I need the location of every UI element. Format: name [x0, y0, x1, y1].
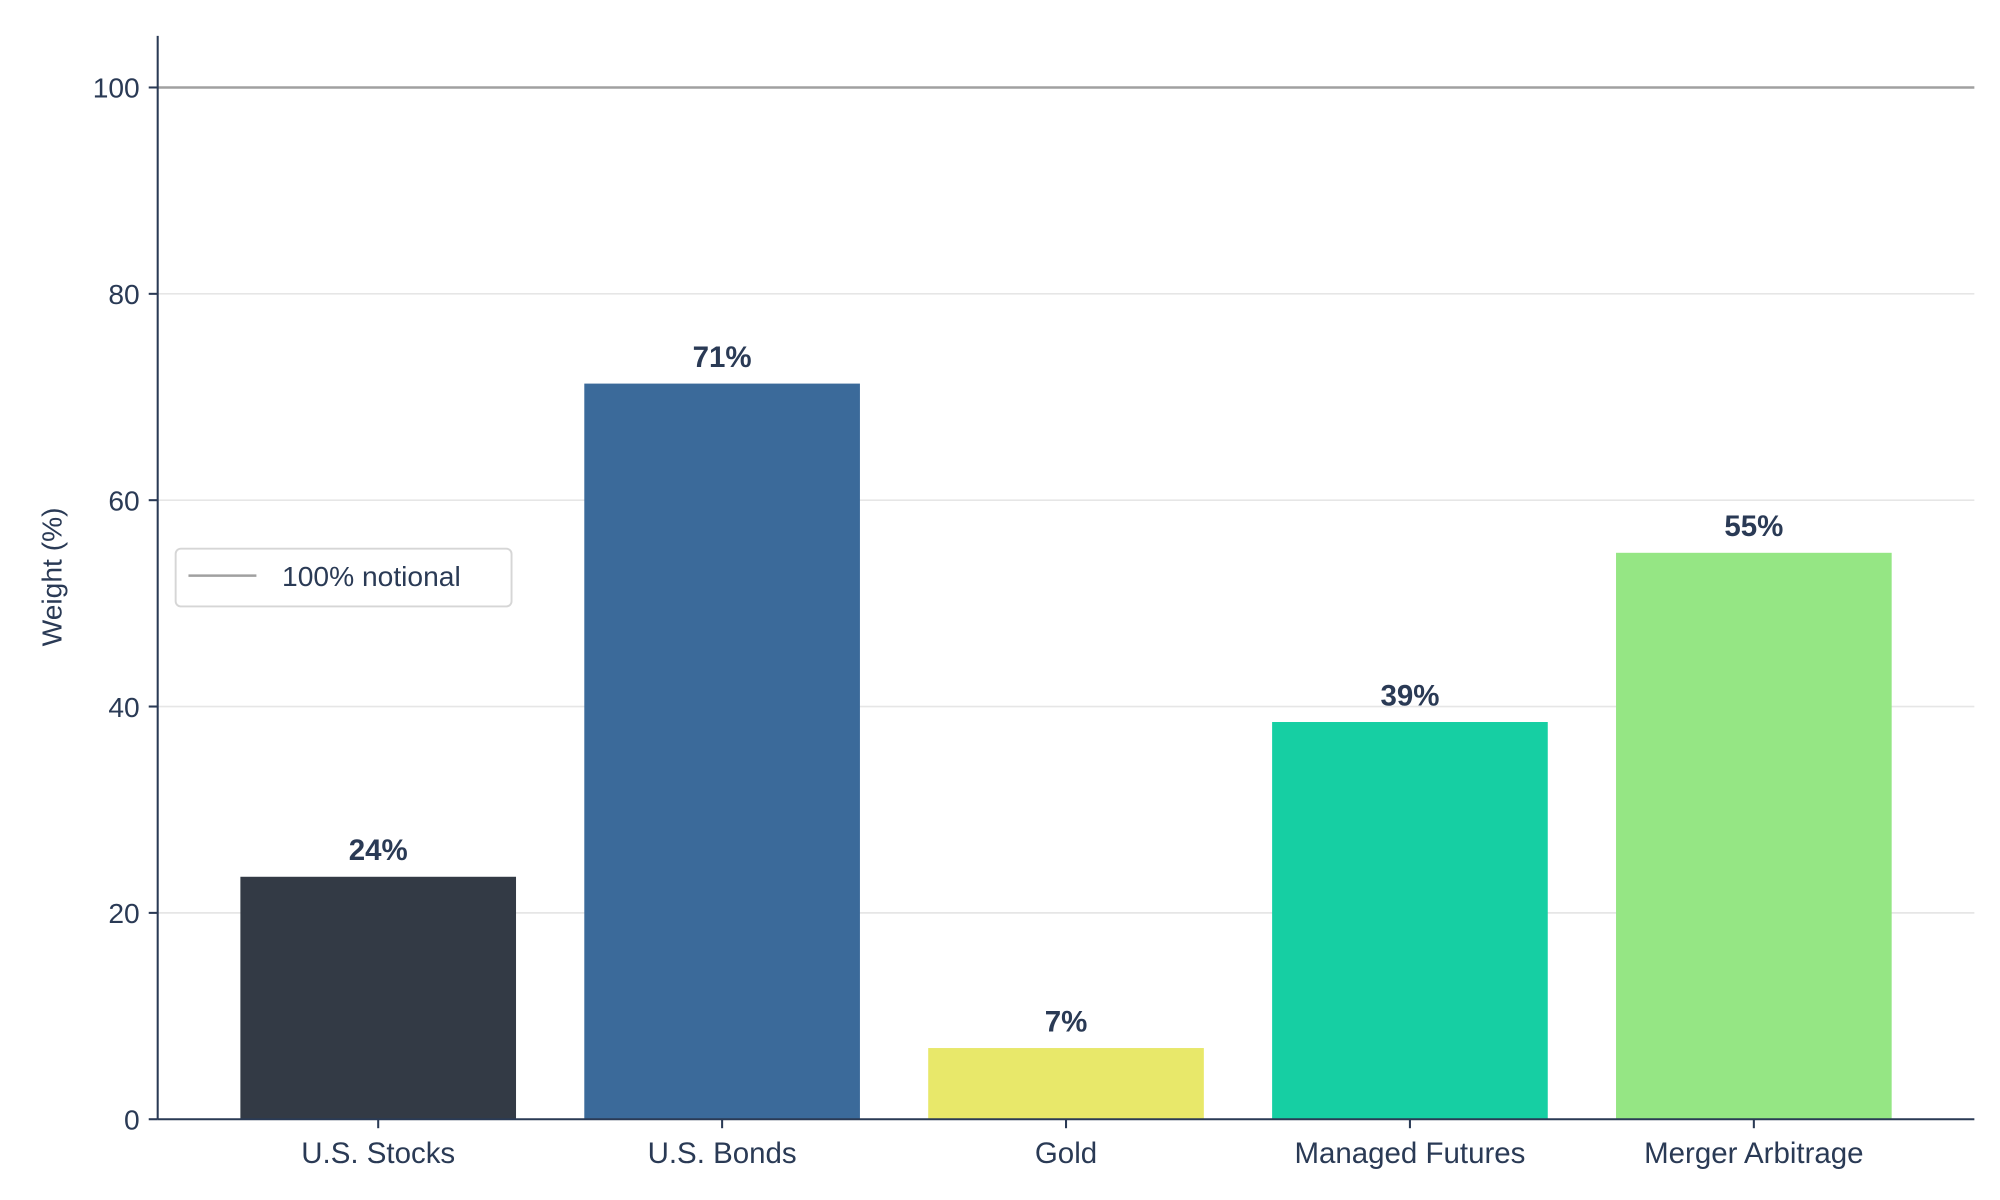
legend: 100% notional	[174, 547, 513, 608]
y-tick-label: 40	[108, 691, 139, 723]
y-tick-label: 20	[108, 897, 139, 929]
y-tick-label: 0	[124, 1103, 140, 1135]
bar-u-s-bonds	[584, 383, 860, 1120]
x-tick-label: U.S. Stocks	[301, 1137, 455, 1170]
data-labels: 24% 71% 7% 39% 55%	[349, 341, 1784, 1038]
data-label: 55%	[1724, 510, 1783, 543]
data-label: 7%	[1045, 1005, 1088, 1038]
x-tick-label: Merger Arbitrage	[1644, 1137, 1863, 1170]
y-tick-label: 100	[93, 72, 140, 104]
legend-box	[174, 547, 513, 608]
bar-merger-arbitrage	[1616, 552, 1892, 1120]
x-ticks: U.S. Stocks U.S. Bonds Gold Managed Futures…	[301, 1119, 1864, 1170]
x-tick-label: Gold	[1035, 1137, 1097, 1170]
bars	[240, 383, 1892, 1120]
y-tick-label: 80	[108, 278, 139, 310]
data-label: 39%	[1380, 679, 1439, 712]
x-tick-label: Managed Futures	[1294, 1137, 1525, 1170]
bar-u-s-stocks	[240, 876, 517, 1120]
legend-label: 100% notional	[282, 560, 461, 592]
x-tick-label: U.S. Bonds	[648, 1137, 797, 1170]
bar-gold	[928, 1048, 1204, 1120]
y-ticks: 0 20 40 60 80 100	[93, 72, 158, 1135]
y-axis-label: Weight (%)	[36, 507, 68, 646]
data-label: 71%	[693, 341, 752, 374]
bar-managed-futures	[1272, 722, 1548, 1120]
y-tick-label: 60	[108, 484, 139, 516]
data-label: 24%	[349, 834, 408, 867]
axes	[156, 35, 1975, 1121]
